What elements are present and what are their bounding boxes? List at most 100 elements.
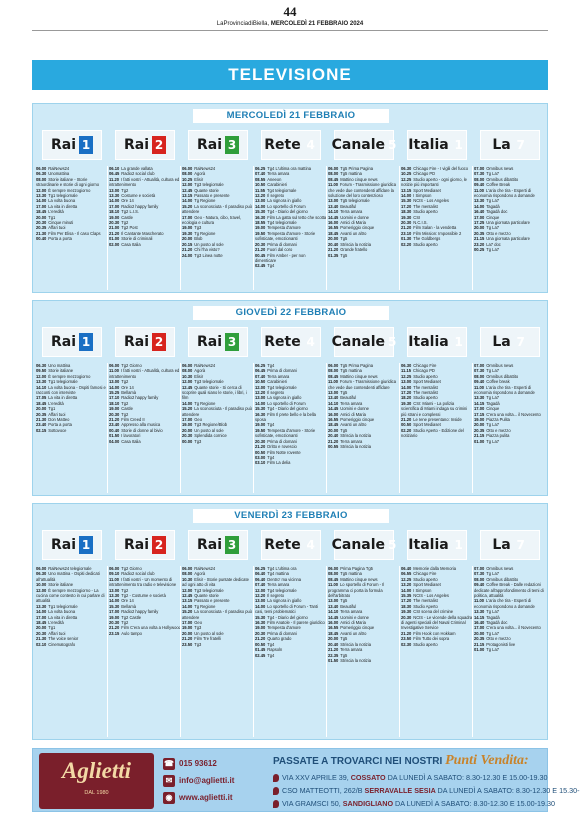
- column-divider: [253, 166, 254, 290]
- program-entry: 15.25 Bellamà: [109, 390, 181, 395]
- program-title: Tg2 - Costume e società: [121, 593, 166, 599]
- program-time: 20.30: [401, 220, 412, 226]
- program-entry: 12.25 Studio aperto: [401, 577, 473, 582]
- program-entry: 06.00 RaiNews24: [182, 363, 254, 368]
- program-title: Tg Regione: [194, 603, 216, 609]
- program-title: Tg4 mattina: [267, 571, 289, 577]
- program-entry: 15.30 NCIS - Los Angeles: [401, 198, 473, 203]
- program-title: Tg2 Post: [121, 225, 138, 231]
- program-time: 13.00: [328, 198, 339, 204]
- program-entry: 20.30 Prima di domani: [255, 631, 327, 636]
- program-title: Porta a porta: [48, 422, 72, 428]
- program-time: 13.00: [401, 379, 412, 385]
- program-entry: 04.00 Casa Italia: [109, 439, 181, 444]
- program-title: C'era una volta... il Novecento: [486, 625, 541, 631]
- program-entry: 23.50 Tg3: [182, 642, 254, 647]
- channel-name: Rai: [123, 137, 150, 153]
- program-title: Tg1: [48, 625, 56, 631]
- program-entry: 23.20 La7 doc: [474, 242, 546, 247]
- program-time: 17.00: [109, 203, 120, 209]
- program-entry: 14.45 Uomini e donne: [328, 615, 400, 620]
- program-title: Il Cantante Mascherato: [121, 230, 164, 236]
- channel-logo-rai1: Rai 1: [42, 130, 102, 160]
- program-time: 18.55: [255, 220, 266, 226]
- ad-phone-line: ☎ 015 93612: [163, 755, 263, 772]
- program-entry: 16.00 Amici di Maria: [328, 412, 400, 417]
- schedule-column-italia1: 06.30 Chicago Fire - I vigili del fuoco 10…: [401, 166, 473, 290]
- program-time: 15.25: [109, 390, 120, 396]
- program-time: 13.40: [328, 203, 339, 209]
- program-entry: 11.00 L'aria che tira - Esperti di econom…: [474, 385, 546, 396]
- program-entry: 14.00 La volta buona: [36, 609, 108, 614]
- program-entry: 12.25 Studio aperto - ogni giorno, le not…: [401, 177, 473, 188]
- column-divider: [399, 566, 400, 737]
- program-entry: 20.00 Tg La7: [474, 422, 546, 427]
- program-title: CSI: Miami - La polizia scientifica di M…: [401, 400, 468, 417]
- ad-location-town: COSSATO: [350, 773, 388, 782]
- program-entry: 17.20 The mentalist: [401, 390, 473, 395]
- program-entry: 00.50 Film Notte rovente: [255, 450, 327, 455]
- program-title: Avanti un altro: [340, 630, 367, 636]
- channel-number: 2: [152, 136, 167, 154]
- program-time: 06.30: [401, 363, 412, 368]
- program-entry: 14.00 I Simpson: [401, 193, 473, 198]
- program-entry: 00.45 Film Amber - per non dimenticare: [255, 253, 327, 264]
- program-title: Amici di Maria: [340, 411, 366, 417]
- program-time: 20.00: [474, 422, 485, 428]
- program-time: 16.40: [474, 620, 485, 626]
- program-time: 07.40: [255, 171, 266, 177]
- channel-logo-italia1: Italia 1: [407, 130, 467, 160]
- program-title: CSI: [413, 214, 421, 220]
- program-time: 07.40: [255, 373, 266, 379]
- program-time: 21.20: [109, 230, 120, 236]
- program-entry: 13.30 Tg1 telegiornale: [36, 604, 108, 609]
- channel-logo-la7: La 7: [480, 130, 540, 160]
- program-entry: 02.20 Studio Aperto - Edizione del notizi…: [401, 428, 473, 439]
- program-time: 01.00: [109, 236, 120, 242]
- program-entry: 19.00 Tg3: [182, 625, 254, 630]
- program-time: 20.30: [255, 630, 266, 636]
- program-time: 06.25: [255, 363, 266, 368]
- program-title: Film Per Elisa - Il caso Claps: [48, 230, 101, 236]
- header-rule: [32, 30, 548, 31]
- program-entry: 06.00 RaiNews24 telegiornale: [36, 566, 108, 571]
- channel-name: Canale: [331, 537, 386, 553]
- channel-name: Canale: [331, 137, 386, 153]
- day-block: MERCOLEDÌ 21 FEBBRAIO Rai 1 06.00 RaiNews24 0…: [32, 103, 548, 293]
- program-title: Quante storie: [194, 187, 219, 193]
- program-title: Tagadà doc: [486, 620, 508, 626]
- program-entry: 14.00 Tagadà: [474, 204, 546, 209]
- program-entry: 14.00 Lo sportello di Forum: [255, 204, 327, 209]
- program-time: 16.30: [255, 411, 266, 417]
- day-title: MERCOLEDÌ 21 FEBBRAIO: [193, 109, 389, 123]
- program-entry: 16.00 Amici di Maria: [328, 220, 400, 225]
- program-title: Tg3 telegiornale: [194, 587, 224, 593]
- program-title: Elisir: [194, 373, 204, 379]
- channel-logo-italia1: Italia 1: [407, 530, 467, 560]
- program-entry: 18.30 Studio Aperto: [401, 604, 473, 609]
- program-title: Un posto al sole: [194, 427, 224, 433]
- program-title: Storie di criminali: [121, 236, 153, 242]
- program-time: 14.15: [474, 400, 485, 406]
- program-entry: 13.00 La signora in giallo: [255, 198, 327, 203]
- program-title: Una giornata particolare: [486, 236, 530, 242]
- program-time: 17.20: [401, 598, 412, 604]
- program-entry: 12.45 Quante storie: [182, 593, 254, 598]
- program-entry: 09.40 Coffee break: [474, 379, 546, 384]
- program-time: 14.00: [182, 603, 193, 609]
- program-time: 23.50: [401, 636, 412, 642]
- program-time: 06.40: [255, 576, 266, 582]
- program-title: Studio aperto - ogni giorno, le notizie …: [401, 176, 467, 188]
- program-title: Radio2 happy family: [121, 609, 159, 615]
- program-title: Tg3: [194, 438, 202, 444]
- program-time: 16.30: [255, 620, 266, 626]
- program-time: 00.55: [328, 444, 339, 450]
- program-title: Tg2: [121, 400, 129, 406]
- channel-number: 1: [454, 538, 463, 552]
- program-entry: 09.50 Storie italiane: [36, 368, 108, 373]
- globe-icon: ◉: [163, 791, 175, 804]
- program-time: 23.40: [109, 422, 120, 428]
- program-entry: 15.20 La sconosciuta - Il paradiso può at…: [182, 406, 254, 417]
- program-entry: 13.30 Costume e società: [109, 193, 181, 198]
- channel-logo-rai3: Rai 3: [188, 130, 248, 160]
